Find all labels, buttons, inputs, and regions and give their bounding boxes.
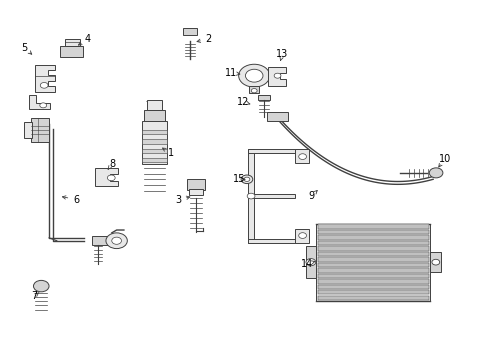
Text: 10: 10 — [438, 154, 450, 163]
Bar — [142, 149, 167, 153]
Circle shape — [431, 259, 439, 265]
Text: 4: 4 — [85, 34, 91, 44]
Bar — [305, 246, 316, 278]
Bar — [142, 130, 167, 134]
Circle shape — [106, 233, 127, 249]
Circle shape — [241, 175, 252, 184]
Bar — [318, 241, 427, 245]
Text: 12: 12 — [237, 97, 249, 107]
Text: 8: 8 — [109, 159, 115, 169]
Circle shape — [107, 175, 115, 181]
Bar — [318, 246, 427, 251]
Circle shape — [33, 280, 49, 292]
Bar — [318, 296, 427, 300]
Bar — [318, 290, 427, 294]
Bar — [318, 285, 427, 289]
Bar — [294, 149, 308, 163]
Bar — [318, 279, 427, 284]
Bar — [318, 274, 427, 278]
Text: 1: 1 — [167, 148, 173, 158]
Text: 14: 14 — [300, 259, 312, 269]
Bar — [318, 235, 427, 240]
Bar — [146, 100, 162, 110]
Text: 5: 5 — [21, 43, 28, 53]
Bar — [318, 263, 427, 267]
Bar — [429, 252, 440, 272]
Polygon shape — [35, 64, 55, 92]
Bar — [258, 95, 269, 100]
Circle shape — [40, 82, 48, 88]
Text: 6: 6 — [74, 195, 80, 204]
Circle shape — [298, 233, 306, 238]
Text: 7: 7 — [31, 291, 38, 301]
Bar — [189, 189, 202, 195]
Bar — [247, 239, 299, 243]
Polygon shape — [29, 95, 50, 109]
Bar — [318, 230, 427, 234]
Text: 13: 13 — [276, 49, 288, 59]
Bar — [316, 224, 429, 301]
Bar — [142, 121, 167, 164]
Circle shape — [274, 73, 281, 78]
Bar — [143, 110, 165, 121]
Bar — [247, 149, 253, 243]
Bar — [142, 139, 167, 144]
Bar — [247, 194, 294, 198]
Circle shape — [246, 193, 254, 199]
Bar — [60, 46, 83, 57]
Bar — [187, 179, 204, 190]
Polygon shape — [267, 67, 286, 86]
Bar — [249, 86, 259, 93]
Bar — [318, 224, 427, 229]
Text: 9: 9 — [308, 191, 314, 201]
Circle shape — [305, 258, 315, 266]
Circle shape — [251, 89, 257, 93]
Polygon shape — [95, 168, 118, 186]
Bar — [92, 236, 112, 245]
Bar — [24, 122, 31, 138]
Bar — [142, 158, 167, 162]
Circle shape — [428, 168, 442, 178]
Bar — [266, 112, 287, 121]
Bar — [294, 229, 308, 243]
Text: 3: 3 — [176, 195, 182, 204]
Circle shape — [245, 69, 263, 82]
Circle shape — [238, 64, 269, 87]
Circle shape — [298, 154, 306, 159]
Bar — [318, 257, 427, 262]
Text: 11: 11 — [224, 68, 237, 78]
Bar — [318, 252, 427, 256]
Bar — [183, 28, 197, 35]
Circle shape — [40, 103, 46, 108]
Circle shape — [112, 237, 121, 244]
Text: 15: 15 — [232, 174, 244, 184]
Bar — [64, 39, 80, 46]
Bar — [318, 268, 427, 273]
Circle shape — [244, 177, 249, 181]
Text: 2: 2 — [204, 34, 211, 44]
Bar — [30, 118, 49, 143]
Bar — [247, 149, 299, 153]
